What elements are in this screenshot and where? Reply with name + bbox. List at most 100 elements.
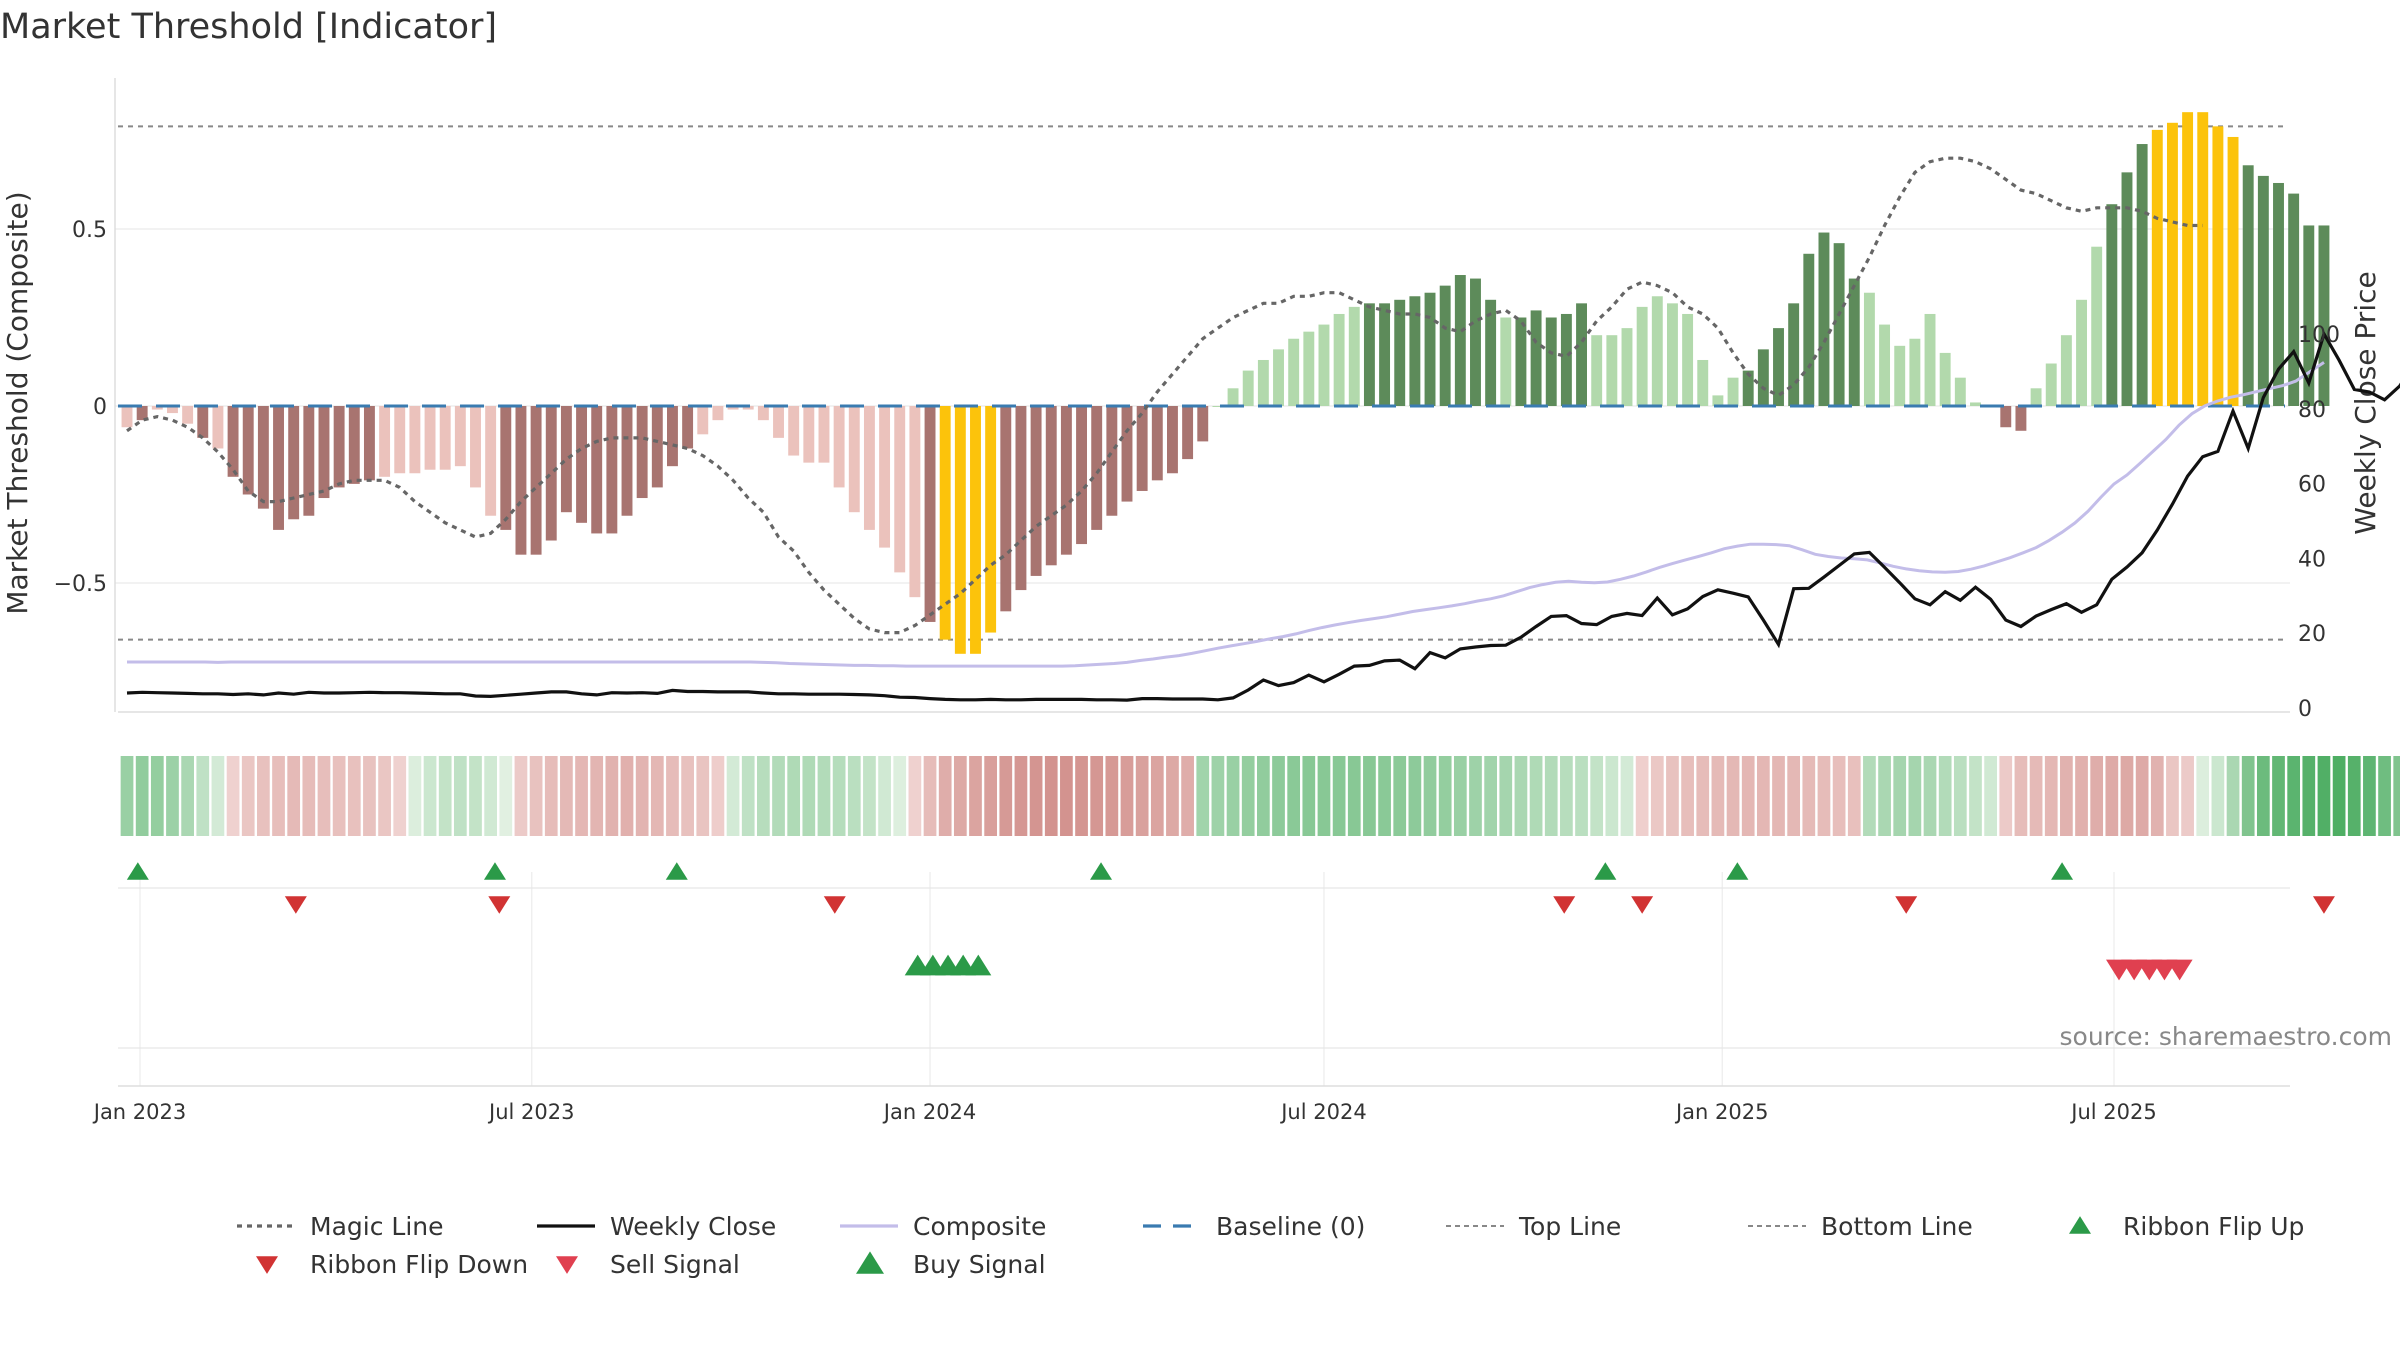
composite-bar: [1166, 406, 1178, 474]
ribbon-cell: [1726, 756, 1740, 836]
right-tick-label: 40: [2298, 547, 2326, 572]
composite-bar: [1500, 317, 1512, 406]
composite-bar: [1530, 310, 1542, 406]
ribbon-cell: [2044, 756, 2058, 836]
composite-bar: [1273, 349, 1284, 406]
ribbon-cell: [1181, 756, 1194, 836]
ribbon-cell: [2135, 756, 2149, 836]
composite-bar: [530, 406, 542, 555]
ribbon-cell: [2332, 756, 2346, 836]
composite-bar: [1136, 406, 1148, 491]
composite-bar: [863, 406, 875, 530]
composite-bar: [2015, 406, 2027, 431]
composite-bar: [788, 406, 800, 456]
ribbon-cell: [1211, 756, 1225, 836]
composite-bar: [394, 406, 406, 474]
composite-bar: [2257, 175, 2269, 406]
composite-bar: [1954, 377, 1966, 406]
composite-bar: [2288, 193, 2300, 406]
composite-bar: [1257, 359, 1269, 406]
composite-bar: [318, 406, 330, 499]
composite-bar: [1333, 313, 1345, 406]
composite-bar: [1091, 406, 1103, 530]
source-credit: source: sharemaestro.com: [2060, 1022, 2393, 1051]
ribbon-cell: [681, 756, 694, 836]
ribbon-cell: [181, 756, 194, 836]
composite-bar: [212, 406, 224, 449]
ribbon-cell: [1150, 756, 1164, 836]
composite-bar: [2318, 225, 2330, 406]
composite-bar: [1939, 352, 1951, 406]
ribbon-cell: [1469, 756, 1482, 836]
composite-bar: [1424, 292, 1436, 406]
ribbon-cell: [226, 756, 240, 836]
composite-bar: [2060, 335, 2072, 406]
legend-label: Bottom Line: [1821, 1212, 1973, 1241]
ribbon-flip-down-marker: [1895, 896, 1918, 914]
ribbon-cell: [393, 756, 407, 836]
ribbon-cell: [787, 756, 801, 836]
ribbon-cell: [984, 756, 998, 836]
composite-bar: [606, 406, 618, 534]
ribbon-cell: [1544, 756, 1558, 836]
composite-bar: [1757, 349, 1769, 406]
composite-bar: [651, 406, 663, 488]
composite-bar: [924, 406, 936, 622]
ribbon-cell: [1226, 756, 1240, 836]
composite-bar: [1560, 313, 1572, 406]
ribbon-cell: [2211, 756, 2225, 836]
composite-bar: [2212, 126, 2224, 406]
ribbon-cell: [332, 756, 346, 836]
ribbon-cell: [605, 756, 619, 836]
ribbon-cell: [1075, 756, 1088, 836]
composite-bar: [227, 406, 239, 477]
ribbon-cell: [2196, 756, 2210, 836]
ribbon-cell: [847, 756, 861, 836]
composite-bar: [1545, 317, 1557, 406]
ribbon-cell: [272, 756, 285, 836]
composite-bar: [348, 406, 360, 484]
composite-bar: [1697, 359, 1709, 406]
composite-bar: [1288, 338, 1300, 406]
composite-bar: [1394, 299, 1406, 406]
composite-bar: [2091, 246, 2103, 406]
composite-bar: [1894, 345, 1906, 406]
legend-label: Baseline (0): [1216, 1212, 1365, 1241]
ribbon-cell: [772, 756, 785, 836]
composite-line: [127, 361, 2325, 668]
ribbon-cell: [302, 756, 316, 836]
composite-bar: [2182, 112, 2194, 407]
ribbon-cell: [196, 756, 210, 836]
ribbon-cell: [2347, 756, 2361, 836]
composite-bar: [424, 406, 436, 470]
composite-bar: [1015, 406, 1027, 591]
marker-panels: [118, 862, 2335, 1049]
composite-bar: [939, 406, 951, 640]
ribbon-cell: [1711, 756, 1725, 836]
composite-bar: [121, 406, 133, 428]
ribbon-cell: [635, 756, 649, 836]
composite-bar: [1591, 335, 1603, 406]
ribbon-cell: [999, 756, 1013, 836]
ribbon-cell: [1287, 756, 1301, 836]
ribbon-cell: [1696, 756, 1710, 836]
right-tick-label: 60: [2298, 473, 2326, 498]
ribbon-cell: [1847, 756, 1861, 836]
ribbon-cell: [878, 756, 891, 836]
composite-bar: [697, 406, 709, 435]
ribbon-cell: [1196, 756, 1210, 836]
ribbon-cell: [1105, 756, 1119, 836]
ribbon-cell: [150, 756, 164, 836]
ribbon-cell: [257, 756, 270, 836]
ribbon-cell: [1863, 756, 1876, 836]
composite-bar: [1788, 303, 1800, 406]
composite-bar: [848, 406, 860, 513]
composite-bar: [1076, 406, 1088, 545]
ribbon-cell: [1681, 756, 1694, 836]
left-tick-label: −0.5: [54, 572, 107, 597]
ribbon-cell: [2150, 756, 2164, 836]
composite-bar: [409, 406, 421, 474]
composite-bar: [136, 406, 148, 421]
ribbon-cell: [1802, 756, 1816, 836]
